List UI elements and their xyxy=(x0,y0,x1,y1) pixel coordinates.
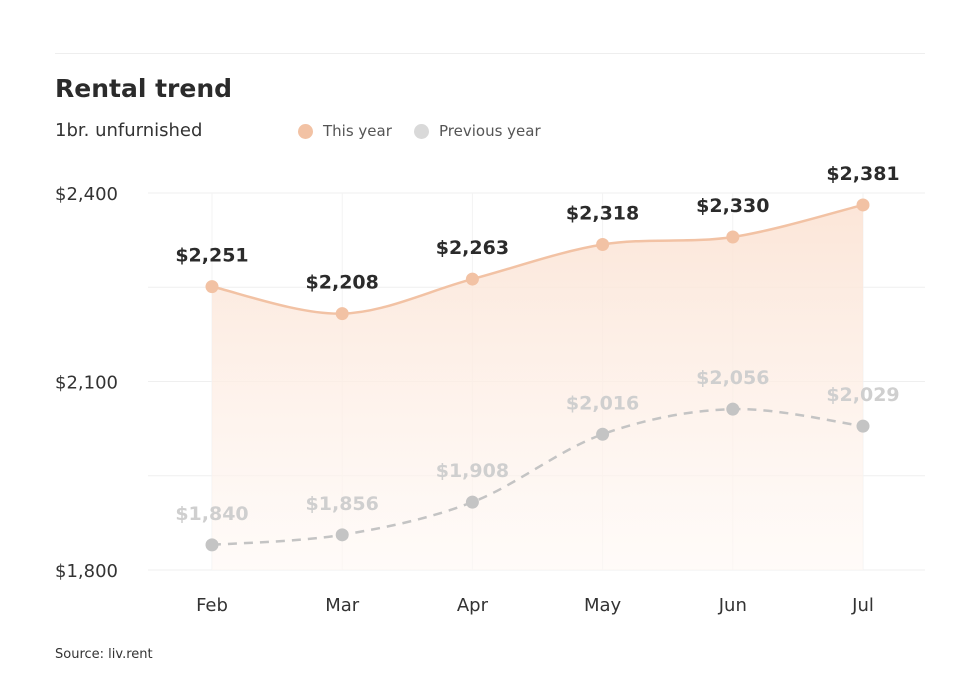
data-point xyxy=(335,307,349,321)
x-tick-label: Jun xyxy=(718,595,747,616)
legend-dot-previous-year xyxy=(414,123,429,139)
series-line-0 xyxy=(211,203,864,315)
chart-title: Rental trend xyxy=(55,74,233,103)
top-divider xyxy=(55,53,925,54)
x-tick-label: Jul xyxy=(851,595,874,616)
data-point xyxy=(856,198,870,212)
data-point xyxy=(465,495,479,509)
x-tick-label: Feb xyxy=(196,595,228,616)
data-label: $2,056 xyxy=(696,367,769,389)
series-line-1 xyxy=(211,407,864,547)
y-tick-label: $2,100 xyxy=(55,373,118,394)
data-label: $2,318 xyxy=(566,203,639,225)
data-label: $2,251 xyxy=(175,245,248,267)
data-point xyxy=(726,230,740,244)
data-point xyxy=(856,419,870,433)
legend-dot-this-year xyxy=(298,123,313,139)
x-tick-label: Mar xyxy=(325,595,360,616)
data-label: $2,330 xyxy=(696,195,769,217)
data-label: $2,381 xyxy=(826,163,899,185)
legend-previous-year: Previous year xyxy=(414,122,541,140)
data-point xyxy=(465,272,479,286)
data-label: $1,856 xyxy=(306,493,379,515)
data-point xyxy=(205,538,219,552)
y-tick-label: $1,800 xyxy=(55,561,118,582)
data-label: $2,029 xyxy=(826,384,899,406)
chart-subtitle: 1br. unfurnished xyxy=(55,120,203,141)
x-tick-label: Apr xyxy=(457,595,489,616)
data-point xyxy=(596,238,610,252)
x-tick-label: May xyxy=(584,595,622,616)
data-label: $1,908 xyxy=(436,460,509,482)
data-point xyxy=(596,427,610,441)
data-label: $2,208 xyxy=(306,272,379,294)
data-label: $1,840 xyxy=(175,503,248,525)
data-label: $2,016 xyxy=(566,392,639,414)
source-note: Source: liv.rent xyxy=(55,647,153,662)
legend-this-year: This year xyxy=(298,122,392,140)
data-label: $2,263 xyxy=(436,237,509,259)
series-area-0 xyxy=(212,204,863,570)
y-tick-label: $2,400 xyxy=(55,184,118,205)
legend-label: Previous year xyxy=(439,122,541,140)
data-point xyxy=(726,402,740,416)
data-point xyxy=(335,528,349,542)
legend-label: This year xyxy=(323,122,392,140)
data-point xyxy=(205,280,219,294)
